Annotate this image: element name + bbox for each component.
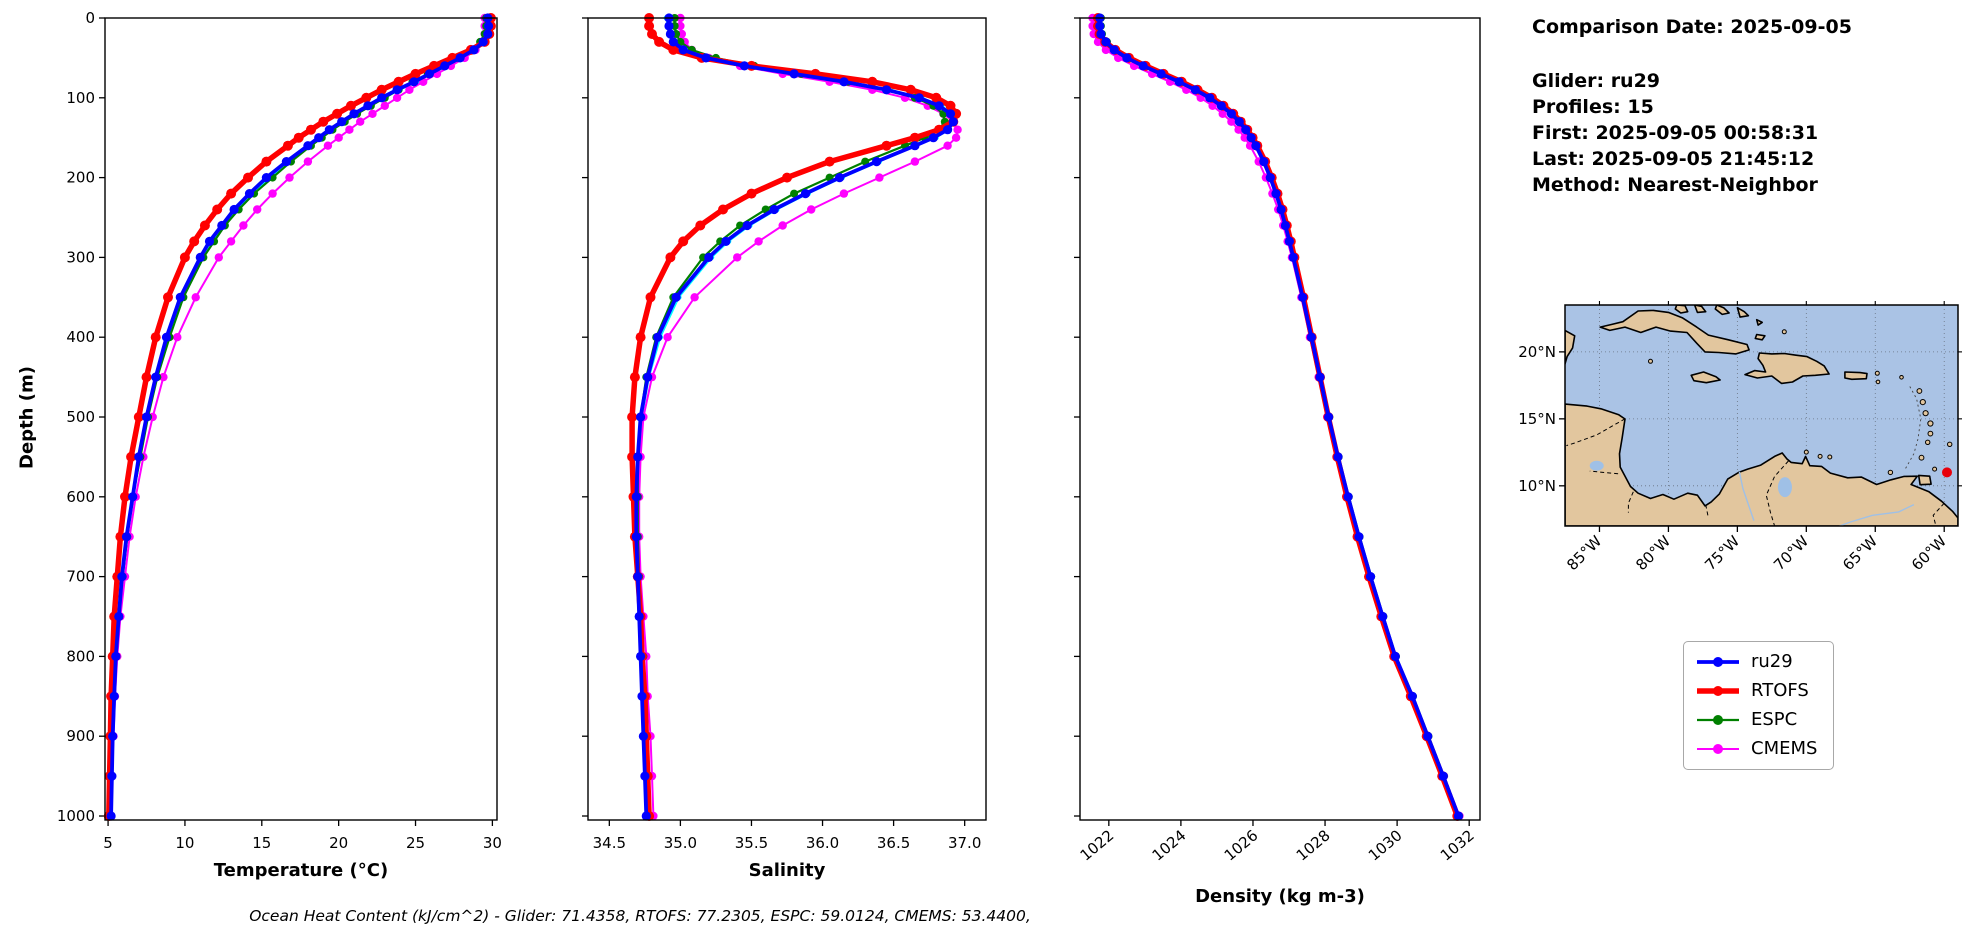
legend-line-marker-icon <box>1697 744 1739 754</box>
legend-item-espc: ESPC <box>1695 711 1817 729</box>
map-panel: 85°W 80°W 75°W 70°W 65°W 60°W 10°N 15°N 20°N <box>1518 301 1962 574</box>
legend-label: ESPC <box>1751 709 1798 730</box>
map-lat-tick-label: 15°N <box>1518 410 1556 428</box>
legend: ru29 RTOFS ESPC CMEMS <box>1683 641 1835 770</box>
depth-tick-label: 600 <box>66 488 95 506</box>
legend-line-marker-icon <box>1697 686 1739 696</box>
method-line: Method: Nearest-Neighbor <box>1532 174 1818 196</box>
x-tick-label: 30 <box>483 834 502 852</box>
x-tick-label: 1024 <box>1149 826 1190 864</box>
map-lat-tick-label: 10°N <box>1518 477 1556 495</box>
x-tick-label: 1026 <box>1221 826 1262 864</box>
salinity-axis-label: Salinity <box>748 860 826 881</box>
temperature-axis-label: Temperature (°C) <box>213 860 389 881</box>
depth-tick-label: 0 <box>85 9 95 27</box>
x-tick-label: 20 <box>329 834 348 852</box>
temperature-panel: 0 100 200 300 400 500 600 700 800 900 1000 5 10 15 20 2… <box>57 9 502 852</box>
x-tick-label: 1030 <box>1365 826 1406 864</box>
map-lon-tick-label: 75°W <box>1701 532 1743 574</box>
depth-tick-label: 200 <box>66 169 95 187</box>
comparison-info-block: Comparison Date: 2025-09-05 Glider: ru29… <box>1532 14 1852 198</box>
legend-label: RTOFS <box>1751 680 1809 701</box>
depth-tick-label: 700 <box>66 568 95 586</box>
map-lon-tick-label: 65°W <box>1839 532 1881 574</box>
map-lon-tick-label: 70°W <box>1770 532 1812 574</box>
x-tick-label: 34.5 <box>593 834 626 852</box>
x-tick-label: 15 <box>252 834 271 852</box>
depth-tick-label: 500 <box>66 408 95 426</box>
series-ru29 <box>631 13 958 821</box>
x-tick-label: 37.0 <box>948 834 981 852</box>
depth-axis-label: Depth (m) <box>16 366 38 469</box>
map-lon-tick-label: 60°W <box>1908 532 1950 574</box>
map-content <box>1565 305 1958 526</box>
legend-label: CMEMS <box>1751 738 1818 759</box>
density-axis-label: Density (kg m-3) <box>1195 886 1365 907</box>
x-tick-label: 1022 <box>1077 826 1118 864</box>
legend-item-ru29: ru29 <box>1695 653 1817 671</box>
legend-label: ru29 <box>1751 651 1793 672</box>
x-tick-label: 35.0 <box>664 834 697 852</box>
legend-item-rtofs: RTOFS <box>1695 682 1817 700</box>
density-panel: 1022 1024 1026 1028 1030 1032 <box>1074 13 1481 865</box>
x-tick-label: 1032 <box>1437 826 1478 864</box>
map-lat-tick-label: 20°N <box>1518 343 1556 361</box>
x-tick-label: 35.5 <box>735 834 768 852</box>
salinity-panel: 34.5 35.0 35.5 36.0 36.5 37.0 <box>582 13 987 852</box>
map-lon-tick-label: 80°W <box>1632 532 1674 574</box>
series-ru29 <box>1095 13 1463 821</box>
legend-line-marker-icon <box>1697 657 1739 667</box>
x-tick-label: 25 <box>406 834 425 852</box>
x-tick-label: 36.0 <box>806 834 839 852</box>
x-tick-label: 10 <box>175 834 194 852</box>
x-tick-label: 5 <box>103 834 113 852</box>
comparison-date-line: Comparison Date: 2025-09-05 <box>1532 16 1852 38</box>
first-profile-line: First: 2025-09-05 00:58:31 <box>1532 122 1819 144</box>
series-ru29 <box>106 13 494 821</box>
legend-item-cmems: CMEMS <box>1695 740 1817 758</box>
ocean-heat-content-caption: Ocean Heat Content (kJ/cm^2) - Glider: 7… <box>249 907 1031 925</box>
glider-position-marker <box>1942 467 1952 478</box>
depth-tick-label: 400 <box>66 328 95 346</box>
depth-tick-label: 300 <box>66 248 95 266</box>
legend-line-marker-icon <box>1697 715 1739 725</box>
last-profile-line: Last: 2025-09-05 21:45:12 <box>1532 148 1815 170</box>
depth-tick-label: 100 <box>66 89 95 107</box>
depth-tick-label: 800 <box>66 647 95 665</box>
x-tick-label: 1028 <box>1293 826 1334 864</box>
depth-tick-label: 900 <box>66 727 95 745</box>
x-tick-label: 36.5 <box>877 834 910 852</box>
map-lon-tick-label: 85°W <box>1563 532 1605 574</box>
glider-line: Glider: ru29 <box>1532 70 1661 92</box>
depth-tick-label: 1000 <box>57 807 95 825</box>
profiles-line: Profiles: 15 <box>1532 96 1654 118</box>
